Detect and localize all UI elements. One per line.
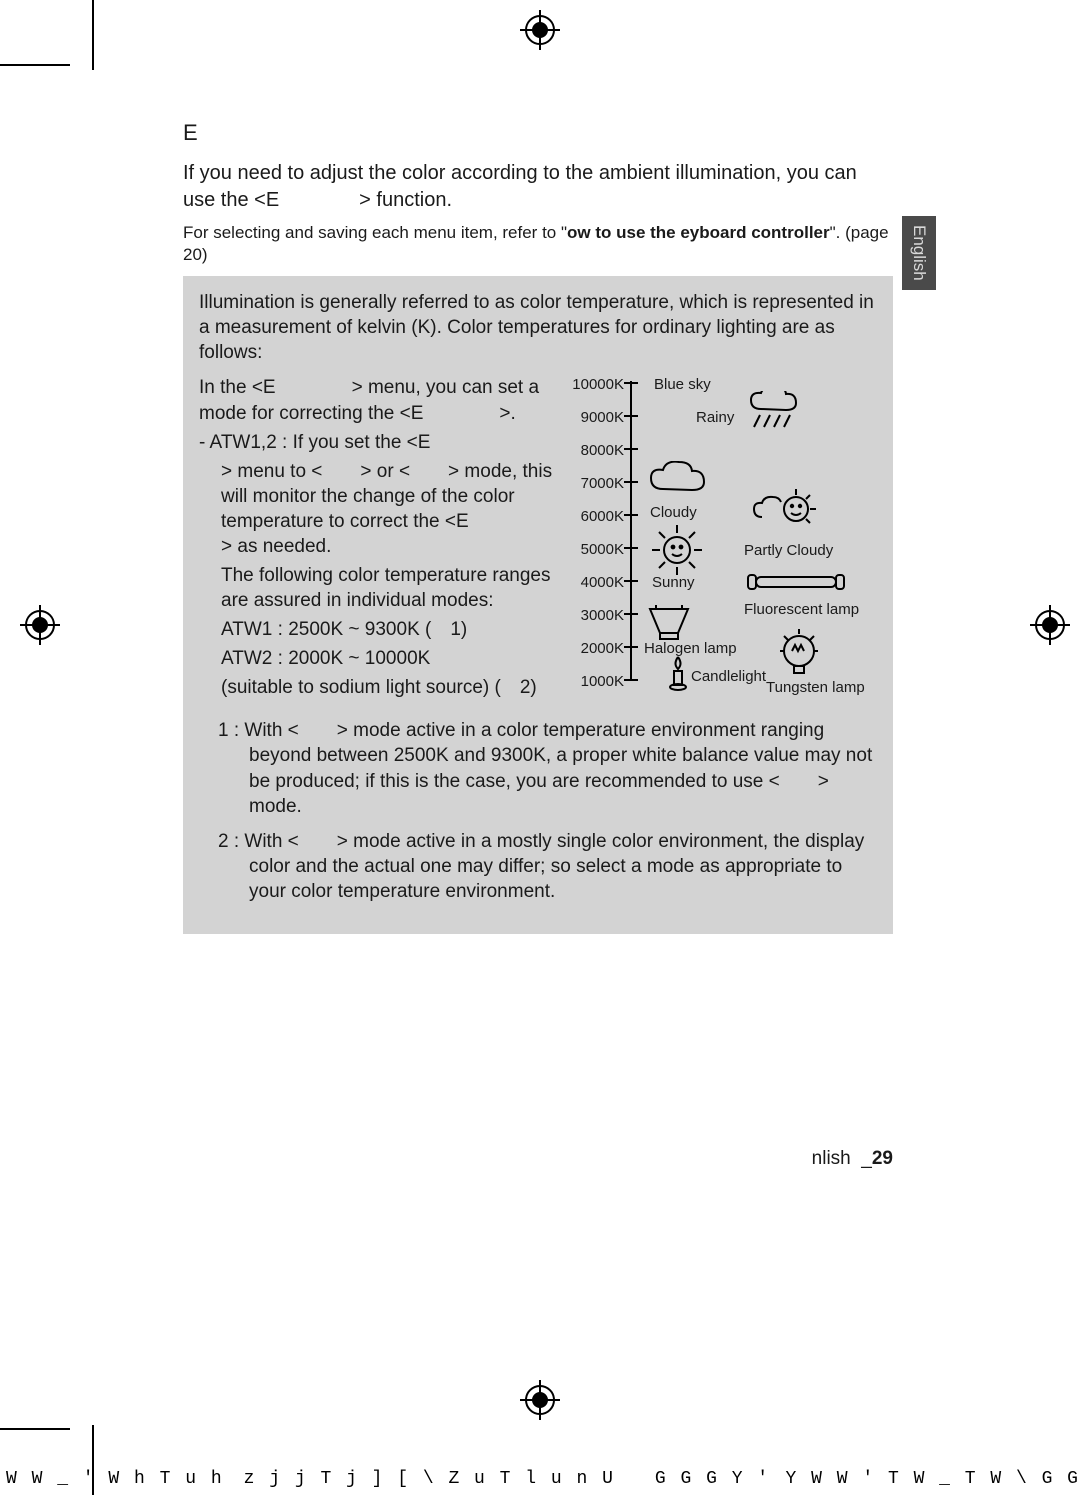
language-tab: English	[902, 216, 936, 290]
footer-code-left: W W _ ' W h T u h z j j T j ] [ \ Z u T …	[6, 1469, 770, 1489]
ylabel-5000: 5000K	[566, 540, 624, 560]
postnote-1: 1 : With < > mode active in a color temp…	[199, 718, 877, 818]
tungsten-icon	[776, 623, 822, 679]
info-intro: Illumination is generally referred to as…	[199, 290, 877, 365]
col-text-p3: > menu to < > or < > mode, this will mon…	[199, 459, 554, 559]
page-number: nlish _29	[812, 1148, 893, 1170]
label-fluorescent: Fluorescent lamp	[744, 600, 859, 620]
page-number-value: 29	[872, 1148, 893, 1169]
info-box: Illumination is generally referred to as…	[183, 276, 893, 934]
ylabel-2000: 2000K	[566, 639, 624, 659]
registration-top-icon	[520, 10, 560, 50]
col-text-p4: The following color temperature ranges a…	[199, 563, 554, 613]
label-partly: Partly Cloudy	[744, 541, 833, 561]
select-note: For selecting and saving each menu item,…	[183, 222, 893, 266]
footer-code-right: Y W W ' T W _ T W \ G G	[786, 1469, 1080, 1489]
registration-left-icon	[20, 605, 60, 645]
rainy-icon	[746, 391, 816, 435]
chart-axis	[630, 381, 632, 681]
cloudy-icon	[648, 461, 708, 497]
col-text-p1: In the <E > menu, you can set a mode for…	[199, 375, 554, 425]
partly-cloudy-icon	[752, 481, 824, 537]
label-candle: Candlelight	[691, 667, 766, 687]
ylabel-10000: 10000K	[566, 375, 624, 395]
intro-text: If you need to adjust the color accordin…	[183, 160, 893, 214]
ylabel-9000: 9000K	[566, 408, 624, 428]
ylabel-3000: 3000K	[566, 606, 624, 626]
ylabel-1000: 1000K	[566, 672, 624, 692]
registration-right-icon	[1030, 605, 1070, 645]
halogen-icon	[646, 603, 692, 641]
page-content: English E If you need to adjust the colo…	[183, 120, 893, 934]
label-blue-sky: Blue sky	[654, 375, 711, 395]
col-text-p7: (suitable to sodium light source) ( 2)	[199, 675, 554, 700]
registration-bottom-icon	[520, 1380, 560, 1420]
label-rainy: Rainy	[696, 408, 734, 428]
info-left-column: In the <E > menu, you can set a mode for…	[199, 375, 554, 704]
info-postnotes: 1 : With < > mode active in a color temp…	[199, 718, 877, 904]
language-tab-label: English	[909, 225, 929, 281]
ylabel-4000: 4000K	[566, 573, 624, 593]
label-cloudy: Cloudy	[650, 503, 697, 523]
fluorescent-icon	[746, 571, 846, 593]
postnote-2: 2 : With < > mode active in a mostly sin…	[199, 829, 877, 904]
col-text-p6: ATW2 : 2000K ~ 10000K	[199, 646, 554, 671]
select-note-pre: For selecting and saving each menu item,…	[183, 223, 567, 242]
page-label: nlish	[812, 1148, 851, 1169]
section-heading: E	[183, 120, 893, 146]
label-halogen: Halogen lamp	[644, 639, 737, 659]
candle-icon	[666, 655, 690, 691]
select-note-bold: ow to use the eyboard controller	[567, 223, 830, 242]
color-temp-chart: 10000K 9000K 8000K 7000K 6000K 5000K 400…	[566, 375, 877, 695]
label-tungsten: Tungsten lamp	[766, 678, 865, 698]
ylabel-7000: 7000K	[566, 474, 624, 494]
ylabel-8000: 8000K	[566, 441, 624, 461]
col-text-p5: ATW1 : 2500K ~ 9300K ( 1)	[199, 617, 554, 642]
col-text-p2: - ATW1,2 : If you set the <E	[199, 430, 554, 455]
sunny-icon	[648, 521, 706, 579]
ylabel-6000: 6000K	[566, 507, 624, 527]
